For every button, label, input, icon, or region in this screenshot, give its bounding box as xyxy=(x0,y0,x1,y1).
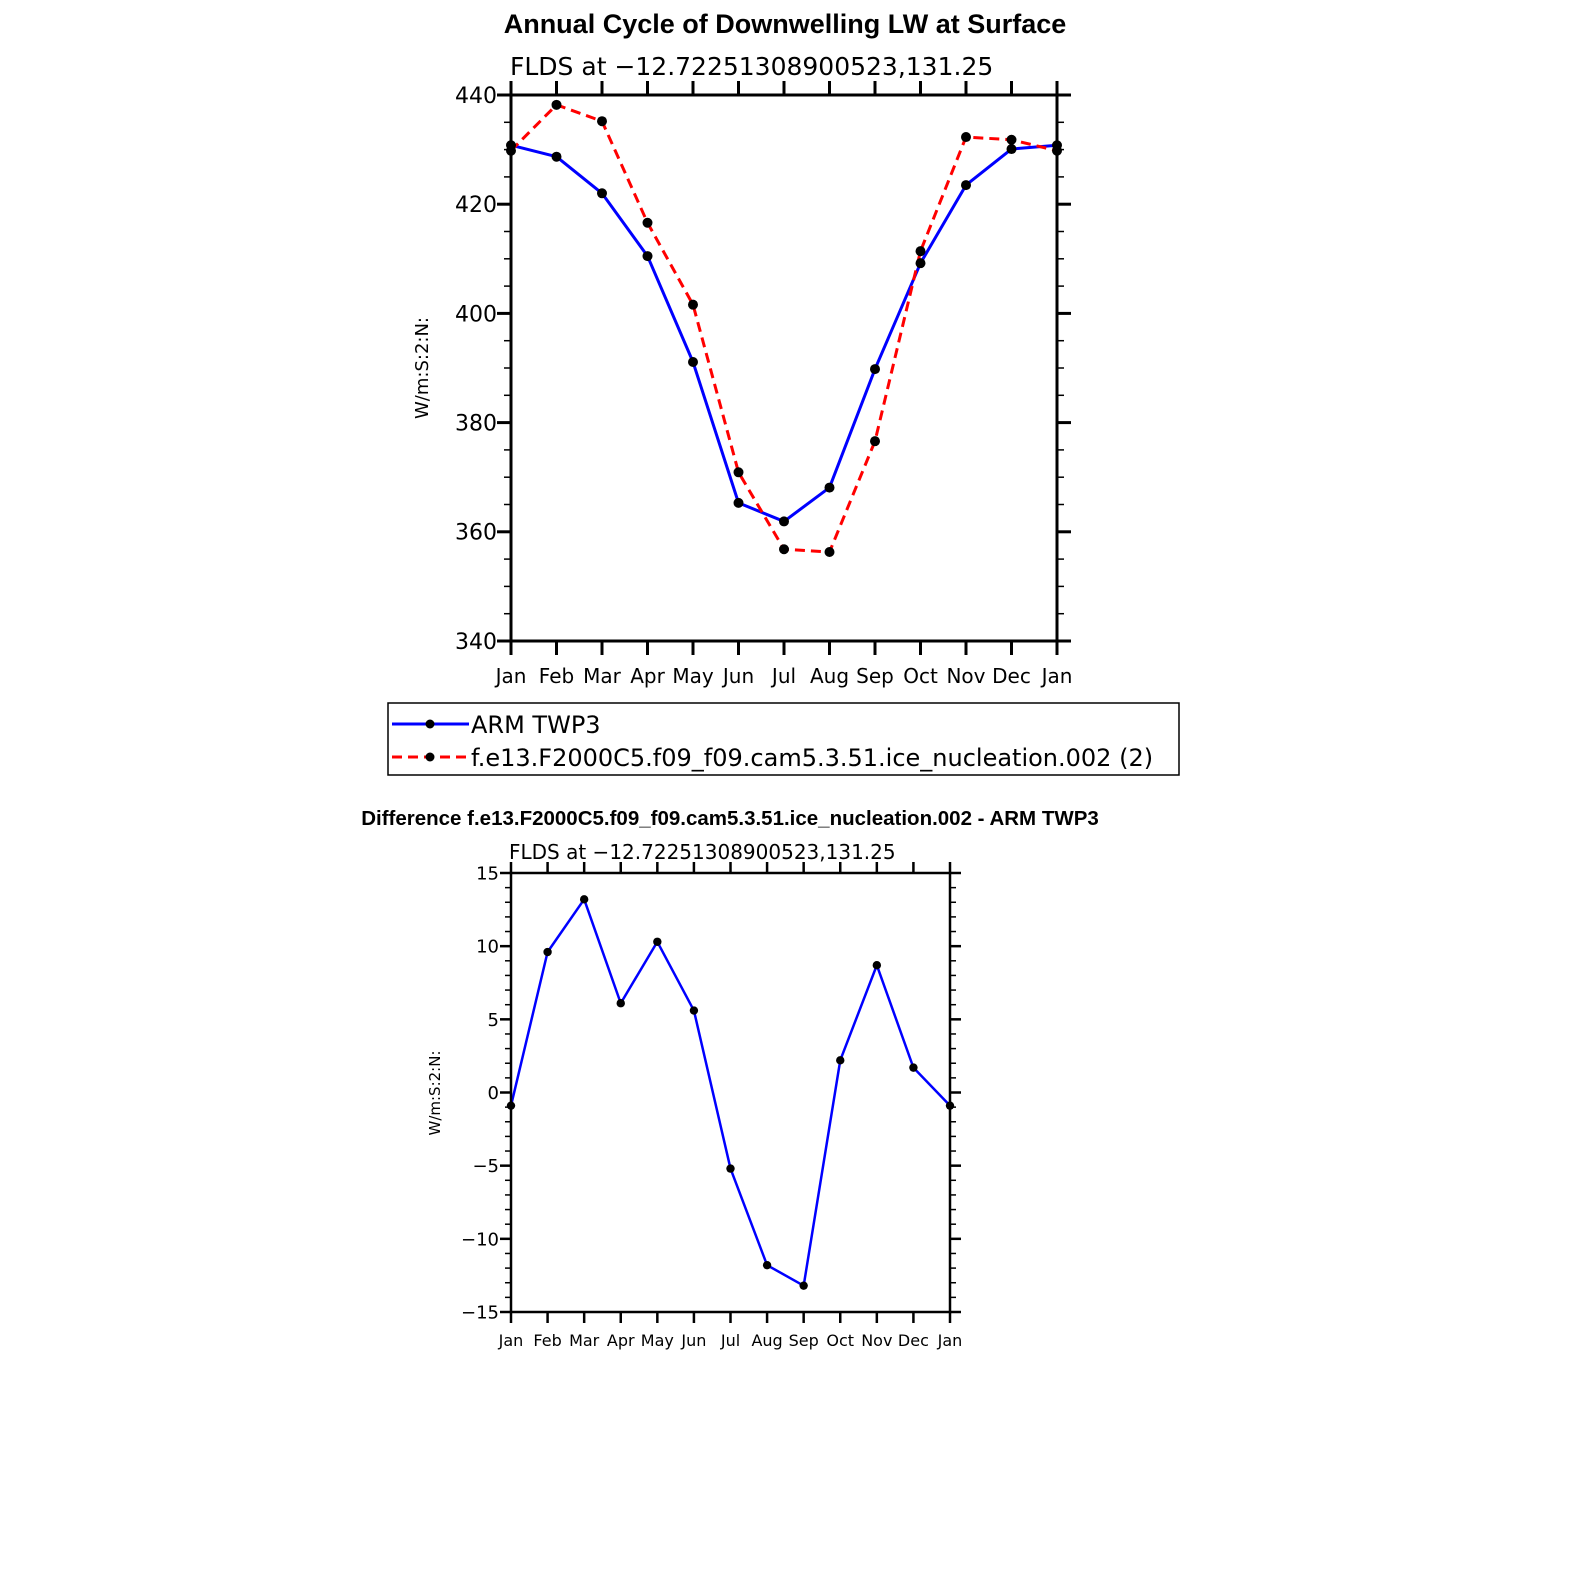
data-point xyxy=(579,895,589,904)
data-point xyxy=(642,251,653,262)
x-tick-label: Jan xyxy=(937,1331,963,1350)
y-tick-label: 380 xyxy=(455,412,497,437)
y-tick-label: −15 xyxy=(461,1302,499,1323)
data-point xyxy=(915,258,926,269)
x-tick-label: Oct xyxy=(826,1331,854,1350)
x-tick-label: Jun xyxy=(721,664,754,688)
annual-cycle-chart: Annual Cycle of Downwelling LW at Surfac… xyxy=(412,9,1072,688)
chart1-subtitle: FLDS at −12.72251308900523,131.25 xyxy=(510,52,993,81)
data-point xyxy=(543,947,552,957)
data-point xyxy=(653,937,662,946)
y-tick-label: 340 xyxy=(455,630,497,655)
x-tick-label: Aug xyxy=(810,664,849,688)
y-tick-label: 420 xyxy=(455,193,497,218)
legend-label-series2: f.e13.F2000C5.f09_f09.cam5.3.51.ice_nucl… xyxy=(471,744,1153,772)
x-tick-label: Jan xyxy=(1040,664,1073,688)
x-tick-label: May xyxy=(641,1331,674,1350)
data-point xyxy=(688,299,698,310)
x-tick-label: Jul xyxy=(720,1331,740,1350)
x-tick-label: Mar xyxy=(583,664,622,688)
x-tick-label: Jan xyxy=(494,664,527,688)
legend-entry-model: f.e13.F2000C5.f09_f09.cam5.3.51.ice_nucl… xyxy=(392,744,1153,772)
data-point xyxy=(733,467,744,478)
data-point xyxy=(824,482,835,493)
x-tick-label: Sep xyxy=(856,664,894,688)
data-point xyxy=(779,516,789,527)
y-tick-label: −5 xyxy=(472,1156,499,1177)
data-point xyxy=(779,544,789,555)
chart1-title: Annual Cycle of Downwelling LW at Surfac… xyxy=(504,9,1067,39)
x-tick-label: Dec xyxy=(992,664,1031,688)
legend-marker xyxy=(425,719,435,729)
x-tick-label: Mar xyxy=(569,1331,600,1350)
x-tick-label: Jan xyxy=(498,1331,524,1350)
data-point xyxy=(872,960,882,970)
x-tick-label: Aug xyxy=(751,1331,782,1350)
data-point xyxy=(733,497,744,508)
chart2-title: Difference f.e13.F2000C5.f09_f09.cam5.3.… xyxy=(361,807,1099,830)
difference-chart: Difference f.e13.F2000C5.f09_f09.cam5.3.… xyxy=(361,807,1099,1350)
x-tick-label: Sep xyxy=(789,1331,819,1350)
data-point xyxy=(762,1260,772,1270)
x-tick-label: Dec xyxy=(898,1331,929,1350)
chart2-y-axis-label: W/m:S:2:N: xyxy=(426,1051,444,1136)
y-tick-label: 440 xyxy=(455,84,497,109)
legend-marker xyxy=(425,752,435,762)
y-tick-label: 0 xyxy=(488,1083,499,1104)
y-tick-label: 15 xyxy=(476,863,499,884)
x-tick-label: Apr xyxy=(607,1331,635,1350)
data-point xyxy=(1006,134,1017,145)
chart2-subtitle: FLDS at −12.72251308900523,131.25 xyxy=(509,840,896,864)
x-tick-label: Nov xyxy=(861,1331,892,1350)
x-tick-label: Feb xyxy=(533,1331,561,1350)
legend-frame xyxy=(387,702,1180,776)
x-tick-label: Apr xyxy=(630,664,665,688)
y-tick-label: −10 xyxy=(461,1229,499,1250)
data-point xyxy=(551,151,562,162)
y-tick-label: 10 xyxy=(476,937,499,958)
x-tick-label: Nov xyxy=(946,664,985,688)
data-point xyxy=(689,1006,699,1015)
data-point xyxy=(597,116,607,127)
data-point xyxy=(688,356,698,367)
data-point xyxy=(961,180,971,191)
data-point xyxy=(799,1281,808,1290)
x-tick-label: Oct xyxy=(903,664,938,688)
data-point xyxy=(1006,144,1017,155)
x-tick-label: Jul xyxy=(770,664,796,688)
y-tick-label: 5 xyxy=(488,1010,499,1031)
data-point xyxy=(642,217,653,228)
data-point xyxy=(909,1063,918,1072)
x-tick-label: Feb xyxy=(539,664,574,688)
x-tick-label: Jun xyxy=(680,1331,706,1350)
data-point xyxy=(870,436,880,447)
data-point xyxy=(597,188,607,199)
y-tick-label: 400 xyxy=(455,302,497,327)
chart1-legend: ARM TWP3 f.e13.F2000C5.f09_f09.cam5.3.51… xyxy=(387,702,1180,776)
y-tick-label: 360 xyxy=(455,521,497,546)
data-point xyxy=(726,1164,735,1173)
data-point xyxy=(870,364,880,375)
data-point xyxy=(836,1056,845,1065)
data-point xyxy=(551,99,562,110)
legend-label-series1: ARM TWP3 xyxy=(471,711,601,739)
data-point xyxy=(915,246,926,257)
x-tick-label: May xyxy=(672,664,714,688)
data-point xyxy=(824,547,835,558)
data-point xyxy=(961,132,971,143)
data-point xyxy=(616,999,625,1008)
legend-entry-arm-twp3: ARM TWP3 xyxy=(392,711,601,739)
chart1-y-axis-label: W/m:S:2:N: xyxy=(412,317,433,419)
